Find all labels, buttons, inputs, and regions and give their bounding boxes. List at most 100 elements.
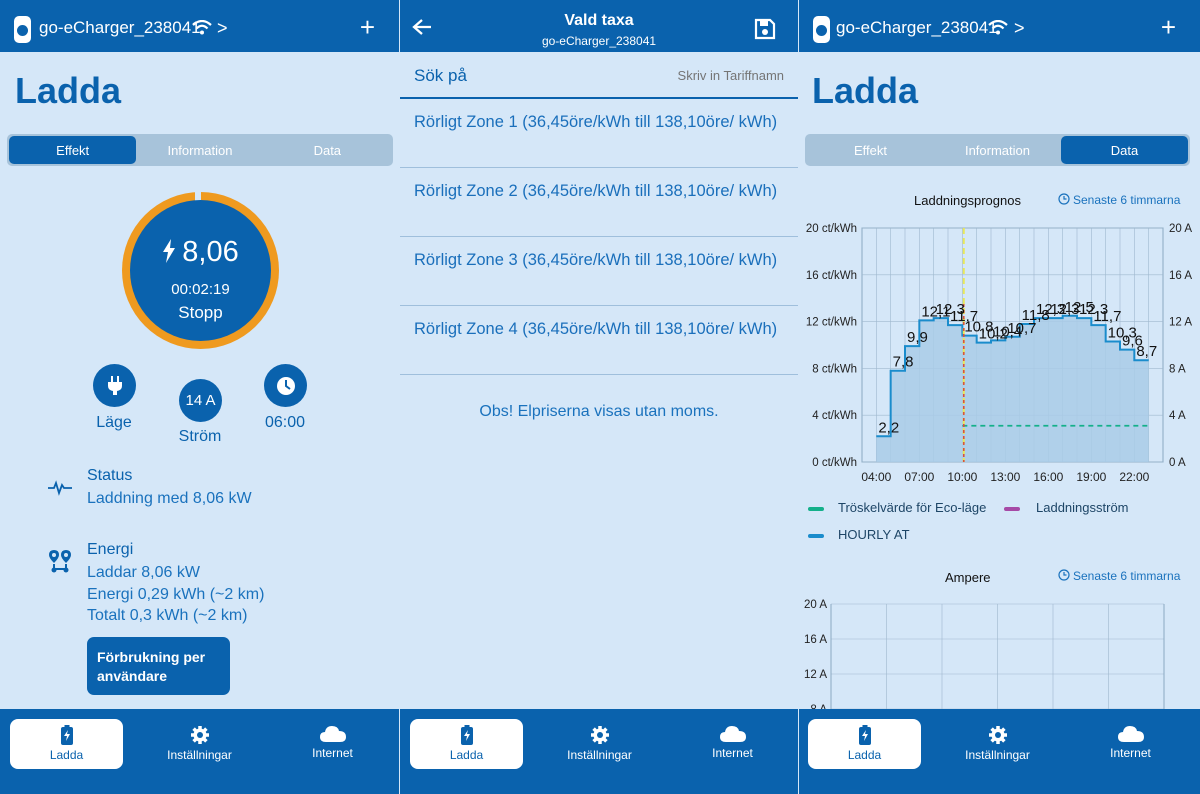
data-label: 8,7 <box>1136 343 1157 360</box>
status-text: Laddning med 8,06 kW <box>87 490 252 507</box>
tariff-search-input[interactable] <box>650 68 784 83</box>
page-title: Vald taxa <box>564 12 634 29</box>
y-tick-left: 20 ct/kWh <box>806 223 857 235</box>
tab-information[interactable]: Information <box>167 142 233 158</box>
legend-eco[interactable]: Tröskelvärde för Eco-läge <box>838 500 987 515</box>
energy-heading: Energi <box>87 541 134 558</box>
y-tick-left: 4 ct/kWh <box>812 410 857 422</box>
device-name[interactable]: go-eCharger_238041 <box>39 18 201 37</box>
nav-internet[interactable]: Internet <box>276 719 389 769</box>
bottom-nav: Ladda Inställningar Internet <box>0 709 399 794</box>
x-tick: 04:00 <box>861 470 891 484</box>
ampere-range-link[interactable]: Senaste 6 timmarna <box>1058 569 1180 583</box>
nav-internet-label: Internet <box>312 746 353 760</box>
x-tick: 10:00 <box>947 470 977 484</box>
charger-icon <box>14 16 31 43</box>
timer-button[interactable] <box>264 364 307 407</box>
add-button[interactable]: + <box>359 12 375 42</box>
tariff-item-zone-1[interactable]: Rörligt Zone 1 (36,45öre/kWh till 138,10… <box>400 99 798 168</box>
hourly-line <box>876 314 1149 438</box>
charge-screen-effekt: go-eCharger_238041 > + Ladda Effekt Info… <box>0 0 399 794</box>
battery-icon <box>460 725 473 745</box>
add-button[interactable]: + <box>1160 12 1176 42</box>
data-label: 10,8 <box>964 319 993 336</box>
plug-icon <box>107 375 122 395</box>
nav-internet[interactable]: Internet <box>1074 719 1187 769</box>
tariff-item-zone-3[interactable]: Rörligt Zone 3 (36,45öre/kWh till 138,10… <box>400 237 798 306</box>
tariff-item-zone-4[interactable]: Rörligt Zone 4 (36,45öre/kWh till 138,10… <box>400 306 798 375</box>
battery-icon <box>60 725 73 745</box>
consumption-per-user-button[interactable]: Förbrukning per användare <box>87 637 230 695</box>
bottom-nav: Ladda Inställningar Internet <box>400 709 798 794</box>
y-tick-left: 16 ct/kWh <box>806 270 857 282</box>
forecast-chart[interactable]: 0 ct/kWh 0 A 4 ct/kWh 4 A 8 ct/kWh 8 A 12 ct/k… <box>799 210 1200 500</box>
nav-internet-label: Internet <box>1110 746 1151 760</box>
back-arrow-icon[interactable] <box>412 16 432 42</box>
legend-hourly-swatch <box>808 534 824 538</box>
tariff-item-zone-2[interactable]: Rörligt Zone 2 (36,45öre/kWh till 138,10… <box>400 168 798 237</box>
charging-gauge[interactable]: 8,06 00:02:19 Stopp <box>122 190 279 349</box>
gauge-gap <box>195 190 201 202</box>
history-icon <box>1058 569 1070 581</box>
forecast-range-label: Senaste 6 timmarna <box>1073 193 1181 207</box>
chevron-right-icon[interactable]: > <box>217 18 228 38</box>
charge-screen-data: go-eCharger_238041 > + Ladda Effekt Info… <box>799 0 1200 794</box>
charger-icon <box>813 16 830 43</box>
cloud-icon <box>319 726 346 742</box>
wifi-icon <box>988 20 1008 35</box>
nav-settings-label: Inställningar <box>965 748 1030 762</box>
x-tick: 19:00 <box>1076 470 1106 484</box>
lightning-icon <box>163 239 176 263</box>
data-label: 7,8 <box>893 354 914 371</box>
tab-data[interactable]: Data <box>313 142 342 158</box>
current-label: Ström <box>178 428 222 445</box>
data-label: 11,8 <box>1022 307 1050 324</box>
x-tick: 13:00 <box>990 470 1020 484</box>
nav-ladda[interactable]: Ladda <box>410 719 523 769</box>
y-tick-right: 16 A <box>1169 270 1192 282</box>
data-label: 9,6 <box>1122 333 1143 350</box>
forecast-chart-title: Laddningsprognos <box>914 193 1021 208</box>
timer-label: 06:00 <box>264 414 306 431</box>
y-tick-right: 12 A <box>1169 317 1192 329</box>
forecast-range-link[interactable]: Senaste 6 timmarna <box>1058 193 1180 207</box>
nav-ladda[interactable]: Ladda <box>808 719 921 769</box>
mode-button[interactable] <box>93 364 136 407</box>
save-icon[interactable] <box>754 18 776 45</box>
battery-icon <box>858 725 871 745</box>
ampere-chart[interactable]: 20 A 16 A 12 A 8 A <box>799 590 1200 710</box>
status-heading: Status <box>87 467 133 484</box>
legend-hourly[interactable]: HOURLY AT <box>838 527 910 542</box>
tab-effekt[interactable]: Effekt <box>853 142 887 158</box>
nav-settings[interactable]: Inställningar <box>941 719 1054 769</box>
nav-internet[interactable]: Internet <box>676 719 789 769</box>
device-name[interactable]: go-eCharger_238041 <box>836 18 998 37</box>
history-icon <box>1058 193 1070 205</box>
current-button[interactable]: 14 A <box>179 379 222 422</box>
y-tick: 8 A <box>810 704 827 710</box>
y-tick: 20 A <box>804 599 827 611</box>
x-tick: 07:00 <box>904 470 934 484</box>
y-tick: 16 A <box>804 634 827 646</box>
energy-total: Totalt 0,3 kWh (~2 km) <box>87 607 248 624</box>
legend-charge[interactable]: Laddningsström <box>1036 500 1129 515</box>
nav-settings[interactable]: Inställningar <box>143 719 256 769</box>
stop-button[interactable]: Stopp <box>178 303 223 322</box>
nav-ladda[interactable]: Ladda <box>10 719 123 769</box>
gauge-center[interactable]: 8,06 00:02:19 Stopp <box>130 200 271 341</box>
chevron-right-icon[interactable]: > <box>1014 18 1025 38</box>
energy-session: Energi 0,29 kWh (~2 km) <box>87 586 265 603</box>
nav-settings[interactable]: Inställningar <box>543 719 656 769</box>
ampere-chart-title: Ampere <box>945 570 991 585</box>
x-tick: 16:00 <box>1033 470 1063 484</box>
tab-data[interactable]: Data <box>1061 136 1188 164</box>
top-bar: go-eCharger_238041 > + <box>0 0 399 52</box>
data-label: 2,2 <box>878 419 899 436</box>
tab-effekt[interactable]: Effekt <box>9 136 137 164</box>
clock-icon <box>276 376 295 395</box>
y-tick-right: 0 A <box>1169 457 1186 469</box>
gear-icon <box>590 726 609 744</box>
nav-ladda-label: Ladda <box>49 748 84 762</box>
tab-information[interactable]: Information <box>964 142 1031 158</box>
cloud-icon <box>719 726 746 742</box>
